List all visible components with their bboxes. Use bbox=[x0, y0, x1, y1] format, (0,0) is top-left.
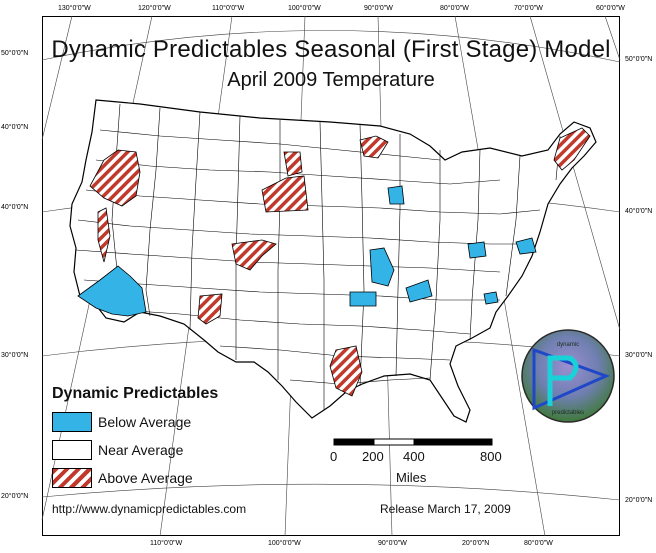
region-above-arizona bbox=[197, 293, 223, 325]
region-below-kentucky bbox=[405, 279, 433, 303]
scale-tick-200: 200 bbox=[362, 449, 384, 464]
scale-bar bbox=[333, 438, 493, 446]
coord-right-20n: 20°0'0"N bbox=[625, 497, 653, 504]
region-below-missouri bbox=[349, 291, 377, 307]
region-below-ohio bbox=[467, 241, 487, 259]
footer-release: Release March 17, 2009 bbox=[380, 502, 511, 516]
coord-left-20n: 20°0'0"N bbox=[1, 493, 29, 500]
logo-top-text: dynamic bbox=[557, 342, 579, 348]
coord-right-50n: 50°0'0"N bbox=[625, 56, 653, 63]
scale-segment-3 bbox=[413, 438, 493, 446]
legend-title: Dynamic Predictables bbox=[52, 385, 219, 402]
region-below-pennsylvania bbox=[515, 237, 537, 255]
above-average-regions bbox=[89, 127, 591, 397]
region-above-mississippi bbox=[329, 345, 363, 397]
legend-swatch-above bbox=[52, 468, 92, 488]
graticule-meridian-60w bbox=[604, 15, 621, 61]
legend-label-above: Above Average bbox=[98, 470, 193, 486]
scale-tick-400: 400 bbox=[403, 449, 425, 464]
footer-url[interactable]: http://www.dynamicpredictables.com bbox=[52, 502, 247, 516]
coord-top-90w: 90°0'0"W bbox=[364, 5, 393, 12]
coord-bottom-100w: 100°0'0"W bbox=[268, 540, 301, 547]
region-above-minnesota bbox=[359, 135, 389, 159]
coord-top-110w: 110°0'0"W bbox=[212, 5, 245, 12]
graticule-meridian-70w bbox=[529, 15, 621, 331]
map-title: Dynamic Predictables Seasonal (First Sta… bbox=[51, 36, 611, 63]
coord-bottom-110w: 110°0'0"W bbox=[150, 540, 183, 547]
region-below-carolina bbox=[483, 291, 499, 305]
below-average-regions bbox=[77, 185, 537, 317]
legend-label-below: Below Average bbox=[98, 414, 192, 430]
coord-top-130w: 130°0'0"W bbox=[58, 5, 91, 12]
region-above-colorado bbox=[231, 239, 277, 271]
region-below-wisconsin bbox=[387, 185, 405, 205]
legend-item-near: Near Average bbox=[52, 440, 183, 460]
scale-tick-0: 0 bbox=[330, 449, 338, 464]
coord-bottom-20n: 20°0'0"N bbox=[462, 540, 490, 547]
coord-bottom-90w: 90°0'0"W bbox=[378, 540, 407, 547]
region-above-oregon bbox=[89, 149, 141, 207]
coord-left-50n: 50°0'0"N bbox=[1, 50, 29, 57]
region-above-montana bbox=[283, 151, 303, 177]
legend-item-above: Above Average bbox=[52, 468, 193, 488]
coord-bottom-80w: 80°0'0"W bbox=[524, 540, 553, 547]
logo-bottom-text: predictables bbox=[552, 410, 584, 416]
legend-swatch-below bbox=[52, 412, 92, 432]
region-below-california bbox=[77, 265, 147, 317]
coord-right-40n: 40°0'0"N bbox=[625, 208, 653, 215]
coord-top-100w: 100°0'0"W bbox=[288, 5, 321, 12]
coord-top-60w: 60°0'0"W bbox=[596, 5, 625, 12]
coord-top-120w: 120°0'0"W bbox=[138, 5, 171, 12]
scale-unit-label: Miles bbox=[396, 470, 427, 485]
scale-tick-800: 800 bbox=[480, 449, 502, 464]
region-above-wyoming bbox=[261, 175, 309, 213]
scale-segment-1 bbox=[333, 438, 375, 446]
coord-left-30n: 30°0'0"N bbox=[1, 352, 29, 359]
coord-right-30n: 30°0'0"N bbox=[625, 352, 653, 359]
region-below-illinois bbox=[369, 247, 395, 287]
region-above-washington-strip bbox=[97, 207, 111, 263]
legend-swatch-near bbox=[52, 440, 92, 460]
us-outline bbox=[69, 99, 597, 423]
legend-item-below: Below Average bbox=[52, 412, 191, 432]
region-above-maine bbox=[553, 127, 591, 171]
map-subtitle: April 2009 Temperature bbox=[227, 69, 435, 91]
dynamic-predictables-logo: dynamic predictables bbox=[521, 329, 615, 423]
graticule-parallel-20n bbox=[41, 483, 621, 501]
coord-left-40n: 40°0'0"N bbox=[1, 204, 29, 211]
graticule-meridian-130w bbox=[41, 15, 73, 141]
legend-label-near: Near Average bbox=[98, 442, 184, 458]
coord-top-70w: 70°0'0"W bbox=[514, 5, 543, 12]
coord-top-80w: 80°0'0"W bbox=[440, 5, 469, 12]
scale-segment-2 bbox=[373, 438, 415, 446]
coord-left-40n-upper: 40°0'0"N bbox=[1, 124, 29, 131]
